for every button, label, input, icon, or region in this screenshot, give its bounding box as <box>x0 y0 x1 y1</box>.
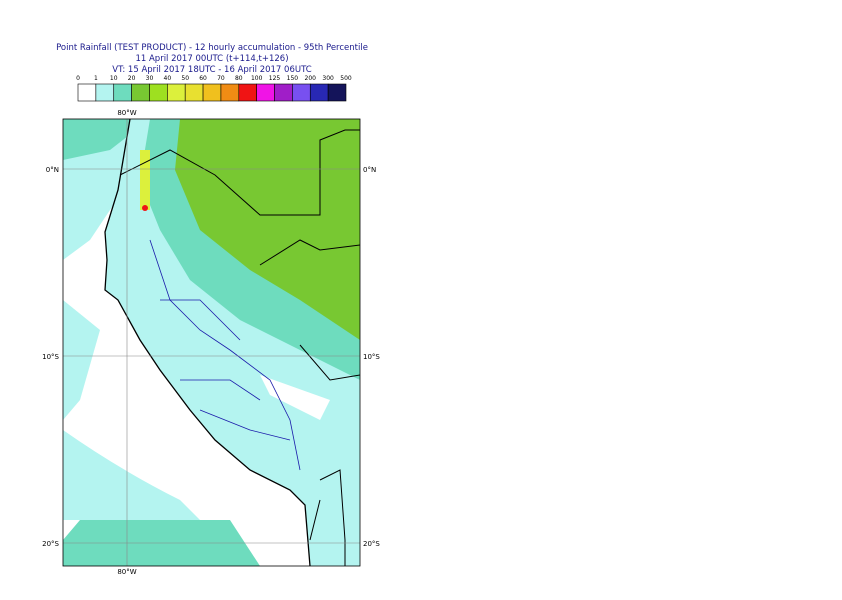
legend-swatch <box>309 83 329 102</box>
lon-label: 80°W <box>117 568 136 576</box>
legend-label: 125 <box>269 75 281 82</box>
dry-area <box>260 375 330 420</box>
legend-label: 20 <box>128 75 136 82</box>
legend-swatch <box>149 83 168 102</box>
coastline <box>104 119 311 566</box>
legend-swatch <box>95 83 115 102</box>
rain-area <box>63 430 200 520</box>
legend-label: 70 <box>217 75 225 82</box>
lat-label: 20°S <box>363 540 380 548</box>
legend-label: 80 <box>235 75 243 82</box>
border <box>119 129 360 566</box>
rain-area <box>175 119 360 340</box>
legend-swatch <box>327 83 347 102</box>
legend-label: 50 <box>181 75 189 82</box>
subtitle: 11 April 2017 00UTC (t+114,t+126) <box>135 54 288 64</box>
legend-swatch <box>184 83 204 102</box>
legend-label: 150 <box>287 75 299 82</box>
legend-swatch <box>220 83 240 102</box>
legend-swatch <box>274 83 293 102</box>
map: 80°W 80°W 0°N 10°S 20°S 0°N 10°S 20°S <box>42 109 380 576</box>
legend-swatch <box>292 83 311 102</box>
lat-label: 0°N <box>46 166 59 174</box>
legend-swatch <box>238 83 257 102</box>
legend-label: 100 <box>251 75 263 82</box>
legend-label: 0 <box>76 75 80 82</box>
map-frame <box>62 118 361 567</box>
legend-swatch <box>77 83 97 102</box>
rain-peak <box>142 205 148 211</box>
legend-label: 60 <box>199 75 207 82</box>
legend-label: 1 <box>94 75 98 82</box>
legend-label: 200 <box>305 75 317 82</box>
lon-label: 80°W <box>117 109 136 117</box>
legend-label: 10 <box>110 75 118 82</box>
legend-swatch <box>167 83 186 102</box>
legend-label: 500 <box>340 75 352 82</box>
legend: 0 1 10 20 30 40 50 60 70 80 100 125 150 200 300 500 <box>76 75 352 102</box>
lat-label: 20°S <box>42 540 59 548</box>
lat-label: 10°S <box>363 353 380 361</box>
legend-swatch <box>256 83 275 102</box>
rain-area <box>63 119 200 260</box>
legend-swatch <box>131 83 150 102</box>
legend-label: 30 <box>146 75 154 82</box>
lat-label: 10°S <box>42 353 59 361</box>
legend-label: 40 <box>164 75 172 82</box>
rain-peak <box>140 150 150 210</box>
title: Point Rainfall (TEST PRODUCT) - 12 hourl… <box>56 43 368 53</box>
valid-time: VT: 15 April 2017 18UTC - 16 April 2017 … <box>112 65 311 75</box>
legend-swatch <box>202 83 222 102</box>
region-border <box>149 239 301 471</box>
lat-label: 0°N <box>363 166 376 174</box>
rain-area <box>63 300 100 420</box>
legend-swatch <box>113 83 132 102</box>
legend-label: 300 <box>322 75 334 82</box>
